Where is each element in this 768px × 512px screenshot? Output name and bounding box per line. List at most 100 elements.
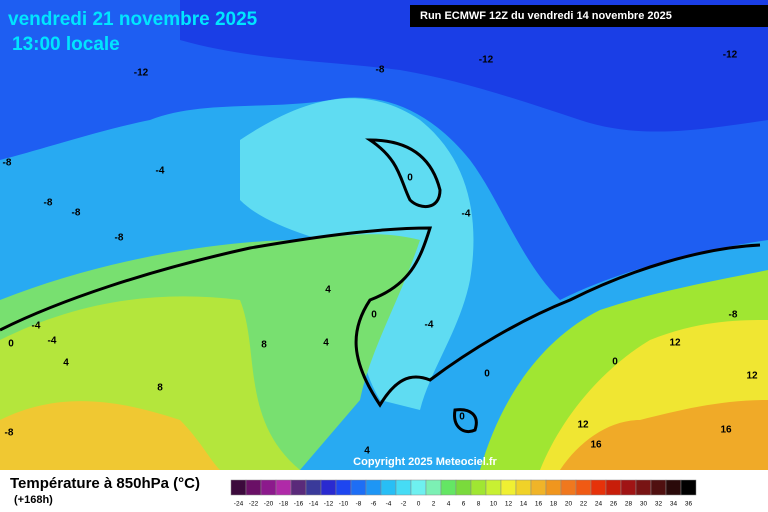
contour-label: 0 (612, 357, 618, 368)
southeast-orange (560, 400, 768, 470)
contour-label: 0 (484, 369, 490, 380)
contour-label: 8 (261, 340, 267, 351)
contour-label: 0 (407, 173, 413, 184)
contour-label: 8 (157, 383, 163, 394)
color-swatch (245, 479, 262, 496)
color-swatch (665, 479, 682, 496)
very-cold-zone (180, 0, 768, 132)
contour-label: -8 (44, 198, 53, 209)
contour-label: 4 (325, 285, 331, 296)
color-swatch (515, 479, 532, 496)
warm-zone (0, 401, 220, 470)
contour-label: 0 (459, 412, 465, 423)
legend-tick-label: 0 (417, 501, 421, 508)
legend-tick-label: 20 (565, 501, 573, 508)
map (0, 0, 768, 470)
zero-isotherm-south (453, 408, 478, 434)
color-swatch (350, 479, 367, 496)
legend-tick-label: 4 (447, 501, 451, 508)
legend-tick-label: 8 (477, 501, 481, 508)
color-swatch (440, 479, 457, 496)
legend-tick-label: -10 (339, 501, 349, 508)
legend-tick-label: -2 (401, 501, 407, 508)
color-swatch (680, 479, 697, 496)
legend-tick-label: 24 (595, 501, 603, 508)
legend-tick-label: 12 (505, 501, 513, 508)
contour-label: -4 (156, 166, 165, 177)
legend-tick-label: -16 (294, 501, 304, 508)
color-swatch (500, 479, 517, 496)
color-swatch (560, 479, 577, 496)
contour-label: -8 (5, 428, 14, 439)
color-swatch (365, 479, 382, 496)
legend-tick-label: -12 (324, 501, 334, 508)
contour-label: -4 (32, 321, 41, 332)
legend-title: Température à 850hPa (°C) (10, 475, 200, 492)
contour-label: 0 (371, 310, 377, 321)
time: 13:00 locale (12, 34, 120, 55)
contour-label: -12 (479, 55, 494, 66)
legend-tick-label: 26 (610, 501, 618, 508)
contour-label: 12 (669, 338, 681, 349)
zero-isotherm (0, 226, 761, 408)
color-swatch (530, 479, 547, 496)
date: vendredi 21 novembre 2025 (8, 9, 258, 30)
contour-label: -8 (729, 310, 738, 321)
contour-label: -8 (376, 65, 385, 76)
legend-tick-label: -22 (249, 501, 259, 508)
legend-tick-label: 22 (580, 501, 588, 508)
contour-label: 16 (590, 440, 602, 451)
contour-label: -4 (425, 320, 434, 331)
legend-tick-label: 34 (670, 501, 678, 508)
contour-label: 4 (63, 358, 69, 369)
color-swatch (230, 479, 247, 496)
color-swatch (470, 479, 487, 496)
contour-label: -4 (462, 209, 471, 220)
lead-time: (+168h) (14, 494, 53, 506)
color-swatch (605, 479, 622, 496)
legend-tick-label: 10 (490, 501, 498, 508)
contour-label: 4 (364, 446, 370, 457)
legend-tick-label: 28 (625, 501, 633, 508)
colorbar: -24 -22 -20 -18 -16 -14 -12 -10 -8 -6 -4 -2 0 2 4 6 8 10 1… (230, 479, 697, 508)
contour-label: 4 (323, 338, 329, 349)
contour-label: -8 (115, 233, 124, 244)
copyright: Copyright 2025 Meteociel.fr (353, 456, 497, 468)
legend-tick-label: 36 (685, 501, 693, 508)
contour-labels: -12 -8 -12 -12 -8 -4 -8 -8 -8 -4 0 -4 0 -4 4 4 0 8 4 -4 0 8 -8… (3, 50, 758, 457)
color-swatch (545, 479, 562, 496)
run-info: Run ECMWF 12Z du vendredi 14 novembre 20… (420, 10, 672, 22)
contour-label: 0 (8, 339, 14, 350)
legend-tick-label: -14 (309, 501, 319, 508)
legend-tick-label: 32 (655, 501, 663, 508)
color-swatch (275, 479, 292, 496)
run-box (410, 5, 768, 27)
color-swatch (395, 479, 412, 496)
legend-tick-label: 2 (432, 501, 436, 508)
contour-label: -12 (134, 68, 149, 79)
color-swatch (260, 479, 277, 496)
legend-tick-label: -18 (279, 501, 289, 508)
color-swatch (380, 479, 397, 496)
legend-tick-label: -4 (386, 501, 392, 508)
zero-isotherm-north (365, 138, 442, 209)
legend-tick-label: -24 (234, 501, 244, 508)
contour-label: -4 (48, 336, 57, 347)
color-swatch (290, 479, 307, 496)
color-swatch (320, 479, 337, 496)
color-swatch (335, 479, 352, 496)
color-swatch (635, 479, 652, 496)
color-swatch (455, 479, 472, 496)
color-swatch (425, 479, 442, 496)
contour-label: -8 (72, 208, 81, 219)
legend-tick-label: -6 (371, 501, 377, 508)
legend-tick-label: -8 (356, 501, 362, 508)
legend-tick-label: 6 (462, 501, 466, 508)
color-swatch (650, 479, 667, 496)
contour-label: 16 (720, 425, 732, 436)
color-swatch (575, 479, 592, 496)
color-swatch (305, 479, 322, 496)
legend-tick-label: 16 (535, 501, 543, 508)
legend-tick-label: -20 (264, 501, 274, 508)
